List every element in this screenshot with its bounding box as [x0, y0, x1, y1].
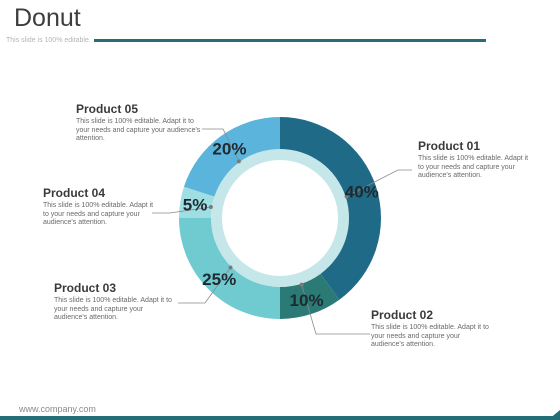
donut-value-label-3: 25%	[202, 270, 236, 289]
donut-slice-1	[280, 117, 381, 300]
footer-corner	[548, 410, 560, 420]
legend-product-02: Product 02 This slide is 100% editable. …	[371, 308, 491, 350]
leader-dot-4	[208, 205, 213, 210]
legend-product-03-title: Product 03	[54, 281, 117, 295]
leader-line-2	[301, 284, 370, 335]
legend-product-01: Product 01 This slide is 100% editable. …	[418, 139, 534, 181]
leader-dot-3	[228, 265, 233, 270]
legend-product-01-title: Product 01	[418, 139, 481, 153]
leader-dot-5	[236, 159, 241, 164]
donut-slice-5	[183, 117, 280, 197]
legend-product-01-desc: This slide is 100% editable. Adapt it to…	[418, 155, 529, 179]
legend-product-04: Product 04 This slide is 100% editable. …	[43, 186, 155, 228]
leader-line-3	[178, 267, 231, 304]
legend-product-04-title: Product 04	[43, 186, 106, 200]
legend-product-03: Product 03 This slide is 100% editable. …	[54, 281, 178, 323]
footer-bar	[0, 416, 560, 420]
footer-url: www.company.com	[19, 404, 96, 414]
leader-line-1	[346, 169, 412, 197]
legend-product-02-title: Product 02	[371, 308, 434, 322]
title-underline	[94, 39, 486, 42]
leader-line-4	[152, 206, 211, 214]
legend-product-05: Product 05 This slide is 100% editable. …	[76, 102, 204, 144]
slide-subtitle: This slide is 100% editable.	[6, 37, 91, 44]
slide-title: Donut	[14, 4, 81, 32]
donut-inner-ring	[211, 149, 349, 287]
leader-dot-1	[344, 194, 349, 199]
legend-product-04-desc: This slide is 100% editable. Adapt it to…	[43, 202, 154, 226]
legend-product-02-desc: This slide is 100% editable. Adapt it to…	[371, 324, 489, 348]
donut-value-label-4: 5%	[183, 196, 208, 215]
donut-slice-2	[280, 273, 340, 319]
donut-value-label-2: 10%	[290, 291, 324, 310]
donut-value-label-5: 20%	[212, 139, 246, 158]
leader-dot-2	[299, 282, 304, 287]
leader-line-5	[202, 128, 240, 162]
legend-product-03-desc: This slide is 100% editable. Adapt it to…	[54, 297, 172, 321]
donut-value-label-1: 40%	[345, 182, 379, 201]
legend-product-05-desc: This slide is 100% editable. Adapt it to…	[76, 118, 201, 142]
legend-product-05-title: Product 05	[76, 102, 139, 116]
